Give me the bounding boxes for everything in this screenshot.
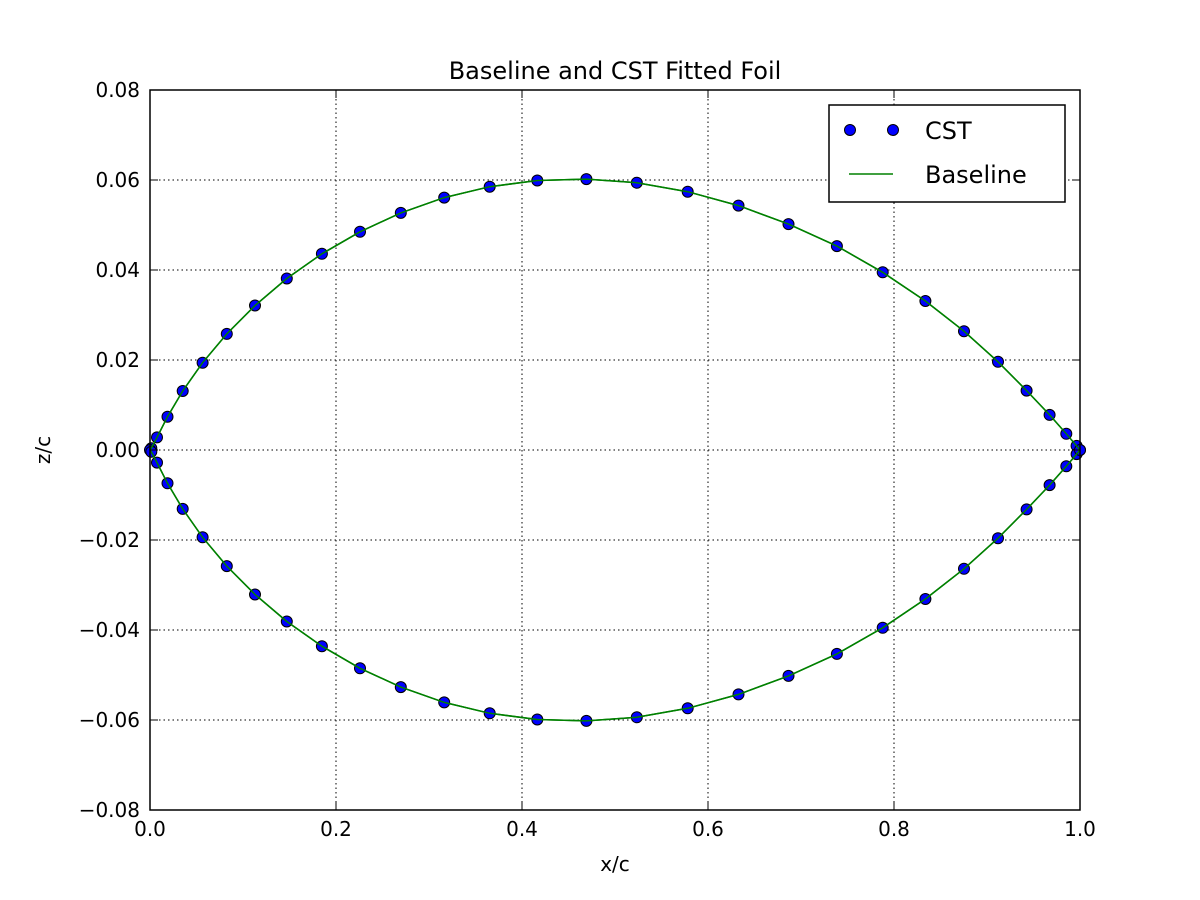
y-tick-label: 0.04 (95, 258, 140, 282)
legend-label-cst: CST (925, 117, 972, 145)
legend-cst-marker-right (887, 124, 899, 136)
y-axis-tick-labels: −0.08 −0.06 −0.04 −0.02 0.00 0.02 0.04 0.06 0.08 (79, 78, 140, 822)
x-axis-tick-labels: 0.0 0.2 0.4 0.6 0.8 1.0 (134, 817, 1096, 841)
legend: CST Baseline (828, 104, 1066, 203)
plot-area (144, 89, 1086, 811)
x-tick-label: 0.8 (878, 817, 910, 841)
y-tick-label: 0.06 (95, 168, 140, 192)
legend-label-baseline: Baseline (925, 161, 1027, 189)
y-tick-label: 0.02 (95, 348, 140, 372)
x-axis-label: x/c (600, 852, 630, 876)
x-tick-label: 0.6 (692, 817, 724, 841)
y-tick-label: 0.08 (95, 78, 140, 102)
y-tick-label: 0.00 (95, 438, 140, 462)
y-tick-label: −0.08 (79, 798, 140, 822)
tick-marks (149, 89, 1081, 811)
x-tick-label: 1.0 (1064, 817, 1096, 841)
y-tick-label: −0.04 (79, 618, 140, 642)
legend-frame (828, 104, 1066, 203)
legend-cst-marker-left (844, 124, 856, 136)
x-tick-label: 0.4 (506, 817, 538, 841)
y-axis-label: z/c (31, 436, 55, 464)
chart-title: Baseline and CST Fitted Foil (449, 57, 782, 85)
x-tick-label: 0.2 (320, 817, 352, 841)
y-tick-label: −0.02 (79, 528, 140, 552)
y-tick-label: −0.06 (79, 708, 140, 732)
x-tick-label: 0.0 (134, 817, 166, 841)
